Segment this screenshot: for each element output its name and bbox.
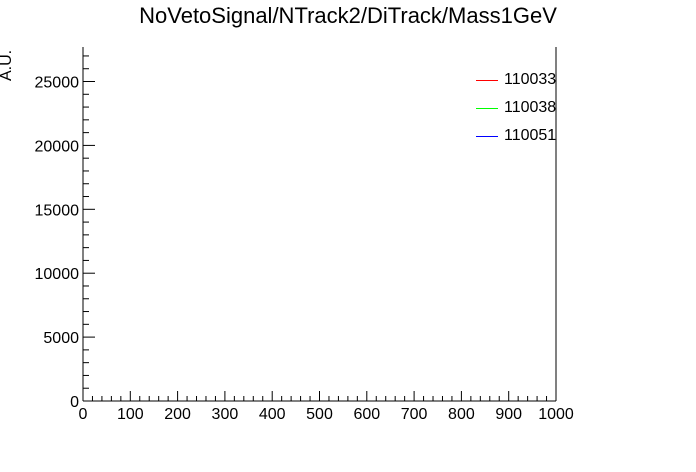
x-tick-label: 200 xyxy=(164,406,191,423)
legend-line-green xyxy=(476,108,498,109)
y-tick-label: 20000 xyxy=(35,138,80,155)
x-tick-label: 1000 xyxy=(538,406,574,423)
legend-item-110033: 110033 xyxy=(476,70,596,98)
y-tick-label: 0 xyxy=(70,394,79,411)
legend: 110033 110038 110051 xyxy=(476,70,596,154)
x-tick-label: 600 xyxy=(353,406,380,423)
legend-line-red xyxy=(476,80,498,81)
y-ticks-group: 0 5000 10000 15000 20000 25000 xyxy=(35,55,95,411)
legend-label: 110033 xyxy=(504,71,557,88)
chart-title: NoVetoSignal/NTrack2/DiTrack/Mass1GeV xyxy=(139,3,557,28)
x-tick-label: 300 xyxy=(212,406,239,423)
x-tick-label: 700 xyxy=(401,406,428,423)
legend-label: 110038 xyxy=(504,99,557,116)
legend-item-110051: 110051 xyxy=(476,126,596,154)
y-tick-label: 5000 xyxy=(43,330,79,347)
x-tick-label: 900 xyxy=(495,406,522,423)
x-ticks-group: 0 100 200 300 400 500 600 700 800 900 1000 xyxy=(79,391,574,423)
x-tick-label: 100 xyxy=(117,406,144,423)
x-tick-label: 400 xyxy=(259,406,286,423)
legend-label: 110051 xyxy=(504,127,557,144)
legend-item-110038: 110038 xyxy=(476,98,596,126)
y-tick-label: 25000 xyxy=(35,75,80,92)
legend-line-blue xyxy=(476,136,498,137)
y-tick-label: 15000 xyxy=(35,202,80,219)
x-tick-label: 800 xyxy=(448,406,475,423)
x-tick-label: 0 xyxy=(79,406,88,423)
x-tick-label: 500 xyxy=(306,406,333,423)
y-tick-label: 10000 xyxy=(35,266,80,283)
